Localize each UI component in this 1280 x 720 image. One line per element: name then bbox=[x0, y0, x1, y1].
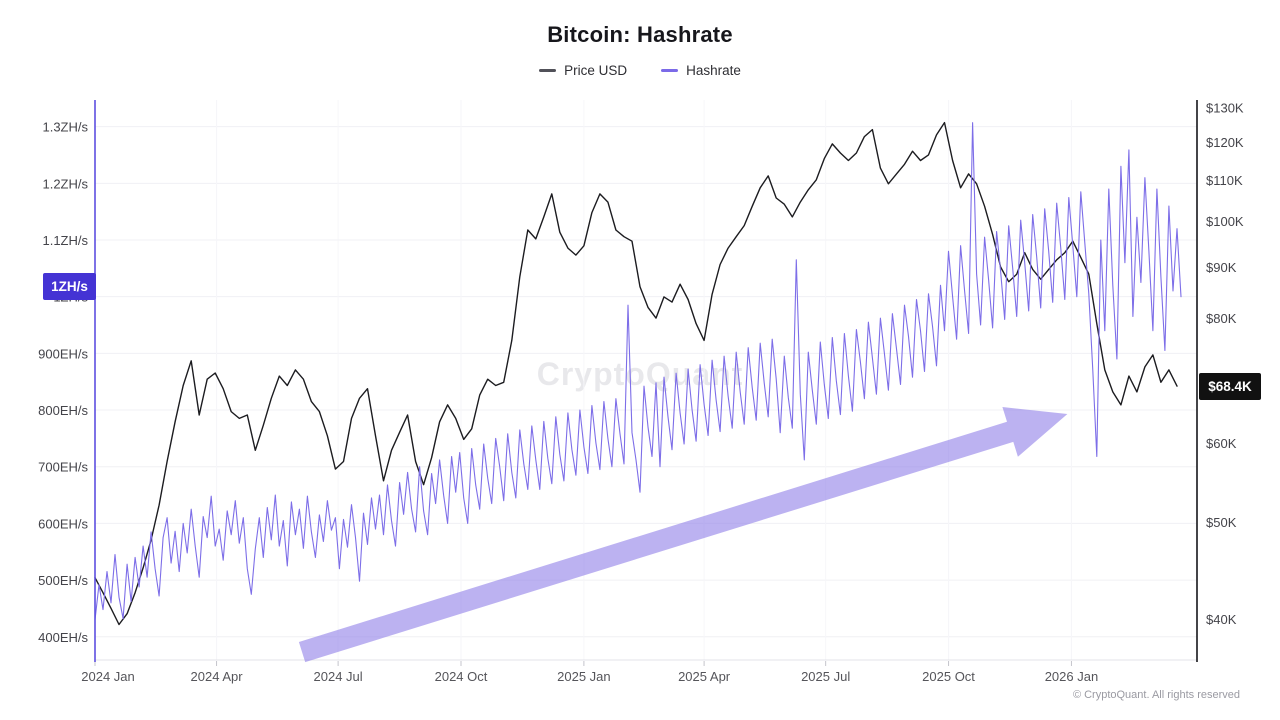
legend-item-price-label: Price USD bbox=[564, 63, 628, 78]
cryptoquant-watermark: CryptoQuant bbox=[536, 356, 744, 392]
y-left-tick-label: 1.1ZH/s bbox=[42, 233, 88, 248]
x-axis-tick-label: 2024 Jan bbox=[81, 669, 135, 684]
y-right-tick-label: $40K bbox=[1206, 612, 1237, 627]
copyright-text: © CryptoQuant. All rights reserved bbox=[1072, 689, 1240, 701]
x-axis-tick-label: 2024 Apr bbox=[191, 669, 244, 684]
y-left-tick-label: 800EH/s bbox=[38, 403, 88, 418]
legend-item-hashrate[interactable]: Hashrate bbox=[661, 63, 741, 78]
x-axis-tick-label: 2025 Jan bbox=[557, 669, 611, 684]
y-right-tick-label: $100K bbox=[1206, 214, 1244, 229]
trend-arrow-annotation bbox=[298, 407, 1068, 663]
y-right-tick-label: $130K bbox=[1206, 100, 1244, 115]
hashrate-line-series bbox=[94, 122, 1182, 621]
y-left-tick-label: 1.2ZH/s bbox=[42, 176, 88, 191]
y-right-tick-label: $50K bbox=[1206, 515, 1237, 530]
legend: Price USD Hashrate bbox=[0, 63, 1280, 78]
y-left-tick-label: 600EH/s bbox=[38, 516, 88, 531]
x-axis-tick-label: 2025 Oct bbox=[922, 669, 975, 684]
x-axis-tick-label: 2024 Jul bbox=[314, 669, 363, 684]
y-left-tick-label: 500EH/s bbox=[38, 573, 88, 588]
y-right-tick-label: $90K bbox=[1206, 260, 1237, 275]
legend-item-hashrate-label: Hashrate bbox=[686, 63, 741, 78]
y-left-tick-label: 400EH/s bbox=[38, 630, 88, 645]
x-axis-tick-label: 2025 Apr bbox=[678, 669, 731, 684]
y-right-tick-label: $60K bbox=[1206, 436, 1237, 451]
hashrate-series-swatch-icon bbox=[661, 69, 679, 72]
legend-item-price[interactable]: Price USD bbox=[539, 63, 627, 78]
y-right-tick-label: $80K bbox=[1206, 311, 1237, 326]
page-title: Bitcoin: Hashrate bbox=[547, 22, 733, 47]
y-right-tick-label: $120K bbox=[1206, 135, 1244, 150]
price-series-swatch-icon bbox=[539, 69, 557, 72]
x-axis-tick-label: 2025 Jul bbox=[801, 669, 850, 684]
y-right-tick-label: $110K bbox=[1206, 173, 1243, 188]
x-axis-tick-label: 2026 Jan bbox=[1045, 669, 1099, 684]
price-last-value-badge: $68.4K bbox=[1199, 373, 1261, 400]
y-left-tick-label: 900EH/s bbox=[38, 346, 88, 361]
x-axis-tick-label: 2024 Oct bbox=[435, 669, 488, 684]
y-left-tick-label: 1.3ZH/s bbox=[42, 120, 88, 135]
y-left-tick-label: 700EH/s bbox=[38, 460, 88, 475]
hashrate-axis-badge: 1ZH/s bbox=[43, 273, 96, 300]
price-line-series bbox=[94, 121, 1178, 626]
